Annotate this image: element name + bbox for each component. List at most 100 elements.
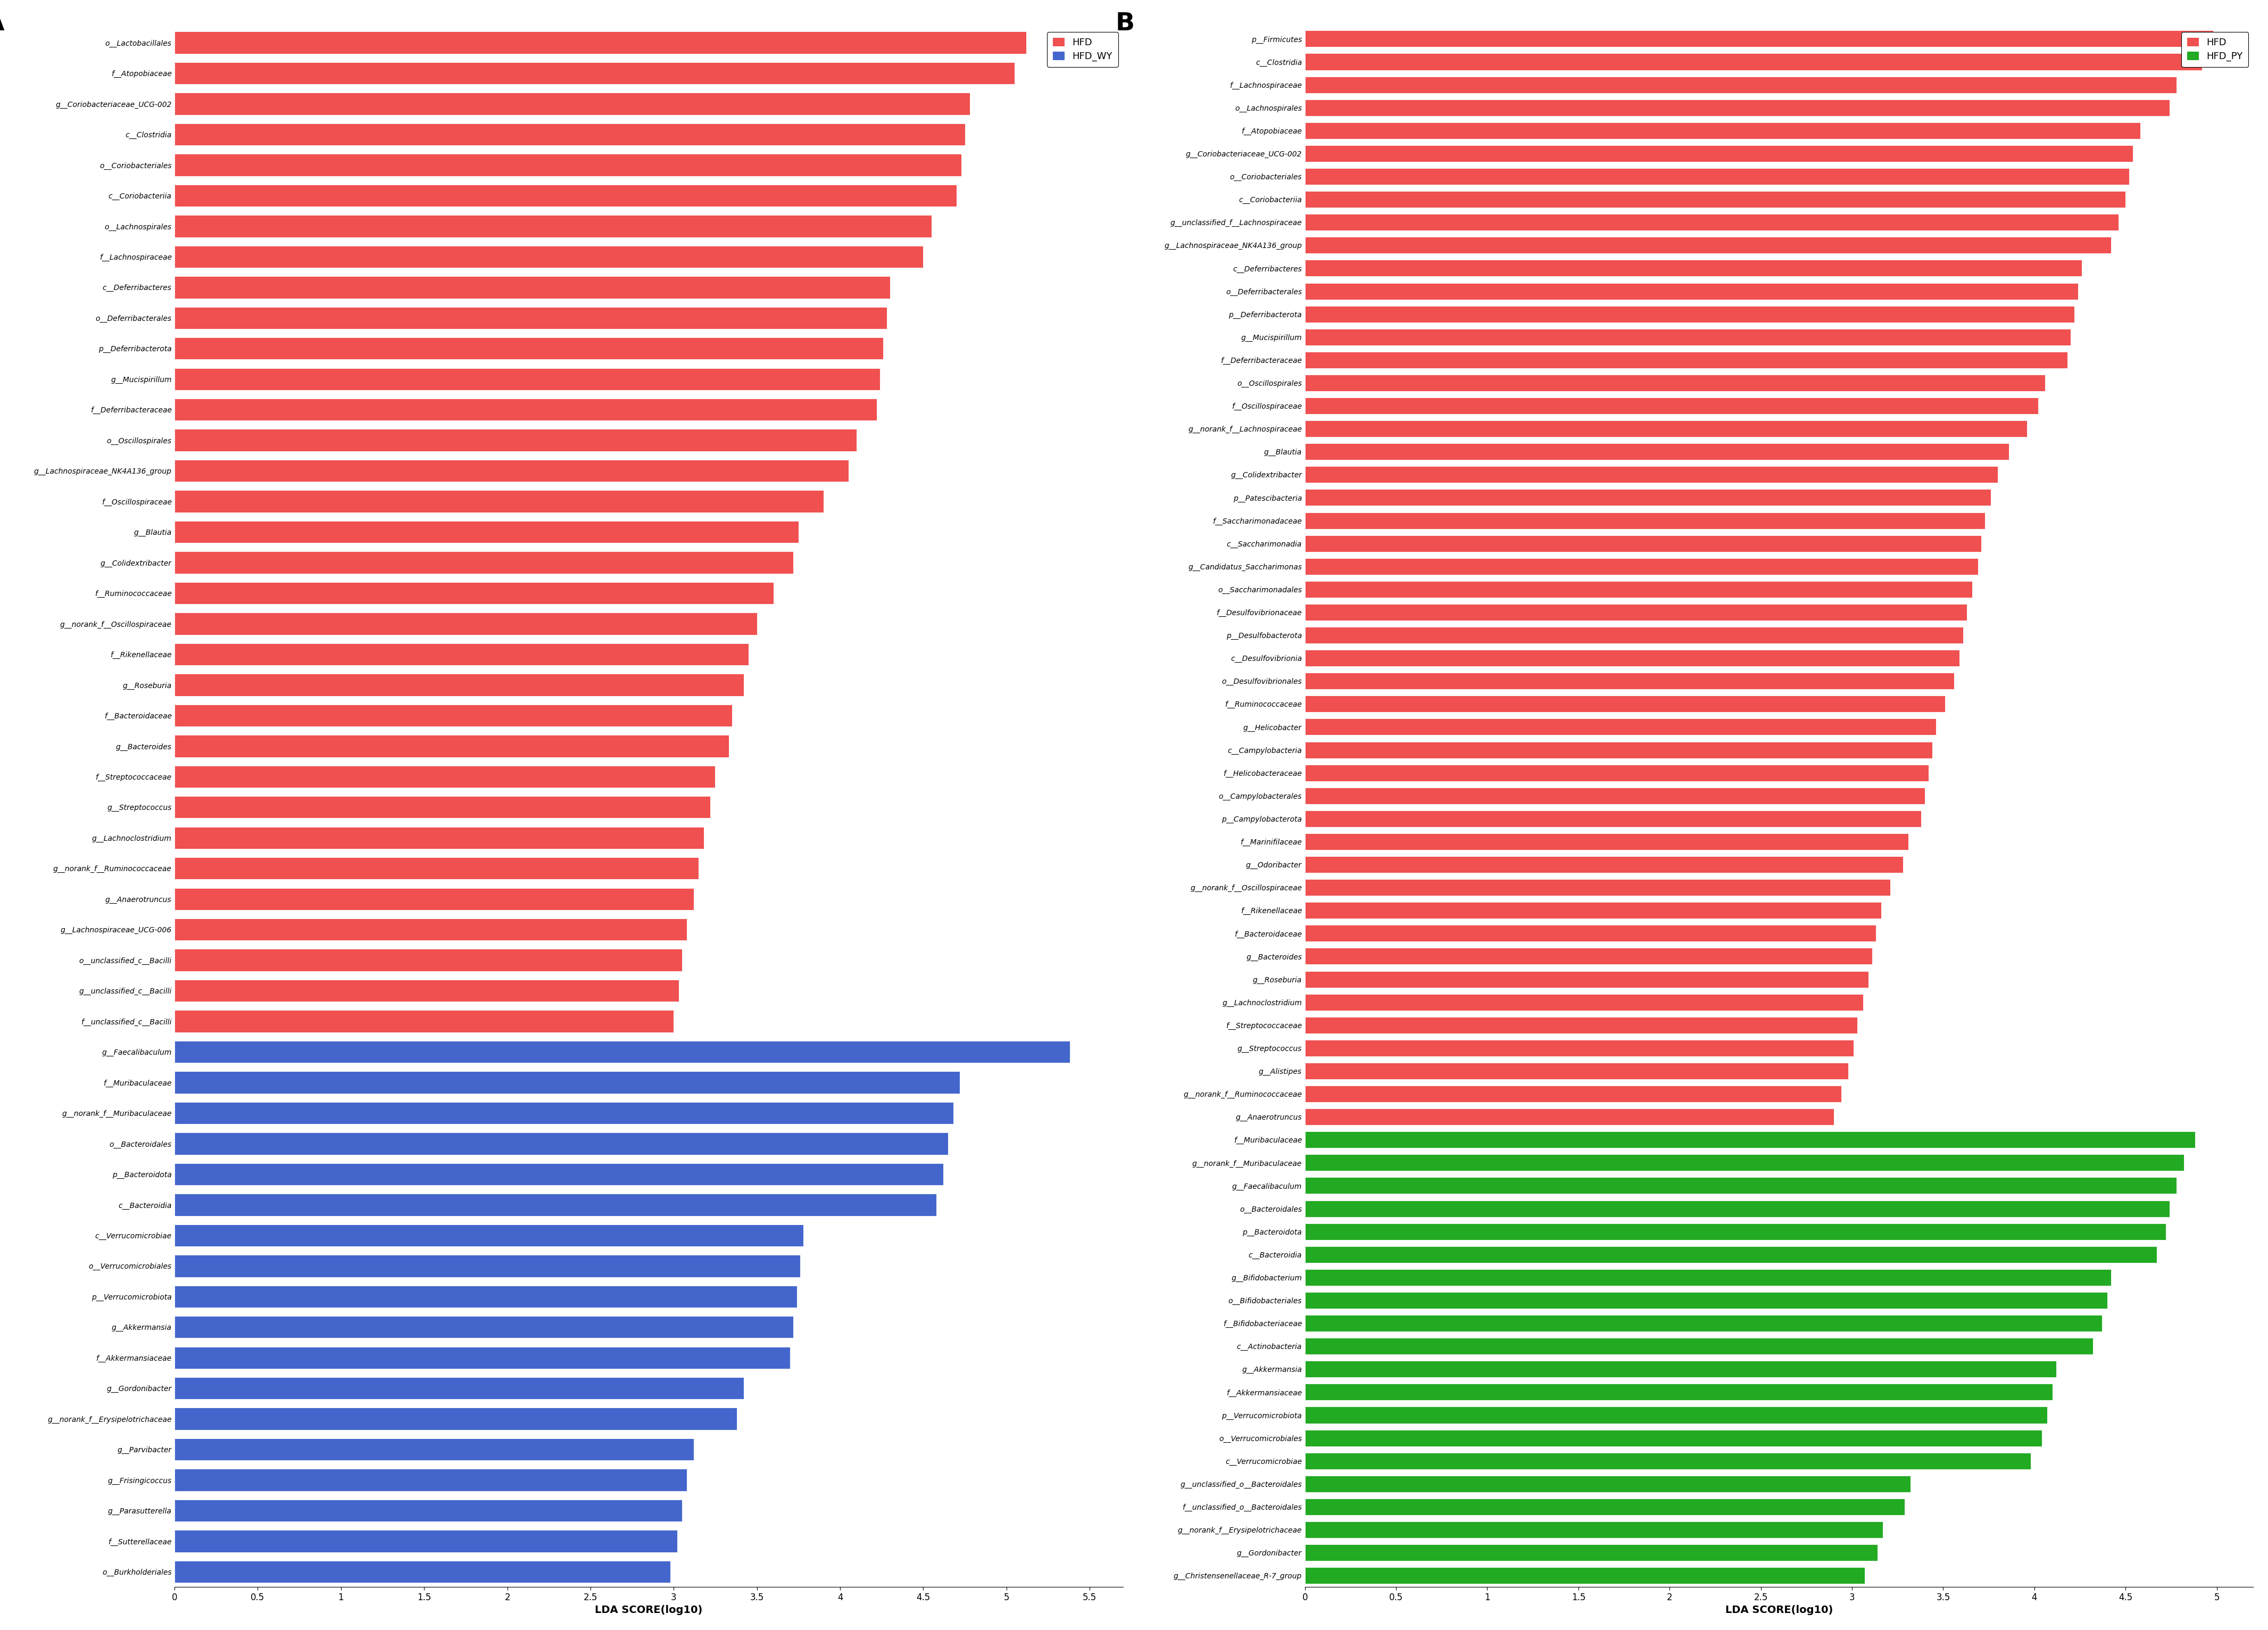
- Bar: [1304, 1222, 2166, 1240]
- Bar: [1304, 214, 2118, 230]
- Bar: [1304, 466, 1998, 482]
- Bar: [175, 1164, 943, 1185]
- Bar: [1304, 1131, 2195, 1148]
- Bar: [1304, 1568, 1864, 1584]
- Bar: [1304, 191, 2125, 207]
- Bar: [1304, 236, 2112, 254]
- Bar: [1304, 1200, 2168, 1218]
- Bar: [175, 918, 687, 941]
- Bar: [175, 31, 1027, 54]
- Bar: [1304, 1177, 2177, 1193]
- Bar: [175, 215, 932, 236]
- Bar: [175, 153, 962, 176]
- Bar: [175, 766, 714, 787]
- Bar: [1304, 949, 1871, 965]
- Bar: [1304, 329, 2071, 346]
- Bar: [1304, 168, 2130, 184]
- Bar: [1304, 557, 1978, 575]
- Bar: [1304, 994, 1862, 1011]
- Bar: [1304, 1384, 2053, 1400]
- Bar: [175, 368, 880, 390]
- Bar: [175, 673, 744, 696]
- Bar: [1304, 306, 2075, 323]
- Bar: [1304, 443, 2009, 460]
- Bar: [1304, 375, 2046, 391]
- Bar: [1304, 1498, 1905, 1514]
- Bar: [175, 1315, 794, 1338]
- Bar: [1304, 628, 1964, 644]
- Bar: [175, 1562, 671, 1583]
- Bar: [175, 124, 964, 145]
- Bar: [1304, 421, 2028, 437]
- Bar: [1304, 77, 2177, 93]
- Bar: [175, 735, 728, 756]
- Bar: [1304, 1086, 1842, 1102]
- Bar: [175, 306, 887, 329]
- Bar: [1304, 352, 2066, 368]
- Bar: [1304, 879, 1889, 896]
- Bar: [1304, 1315, 2102, 1332]
- Bar: [1304, 31, 2214, 47]
- Bar: [175, 275, 889, 298]
- Text: B: B: [1116, 11, 1134, 36]
- Bar: [175, 1071, 959, 1094]
- Bar: [175, 1133, 948, 1154]
- Bar: [175, 826, 703, 849]
- Bar: [1304, 926, 1876, 942]
- X-axis label: LDA SCORE(log10): LDA SCORE(log10): [594, 1606, 703, 1615]
- Bar: [1304, 489, 1991, 505]
- Bar: [175, 1531, 678, 1552]
- Bar: [175, 460, 848, 482]
- Bar: [1304, 1544, 1878, 1562]
- Bar: [1304, 742, 1932, 758]
- Bar: [175, 399, 878, 421]
- Bar: [1304, 856, 1903, 872]
- Bar: [175, 184, 957, 207]
- Bar: [175, 1408, 737, 1430]
- Bar: [175, 1042, 1070, 1063]
- Bar: [1304, 1407, 2048, 1423]
- Text: A: A: [0, 11, 5, 36]
- Bar: [175, 246, 923, 267]
- Bar: [175, 857, 699, 879]
- Bar: [1304, 719, 1937, 735]
- Bar: [1304, 1017, 1857, 1033]
- Bar: [175, 613, 758, 634]
- Bar: [175, 949, 683, 971]
- Bar: [1304, 971, 1869, 988]
- Bar: [175, 62, 1014, 85]
- Bar: [175, 1255, 801, 1276]
- Bar: [175, 93, 971, 114]
- Bar: [1304, 398, 2039, 414]
- Bar: [175, 704, 733, 727]
- Bar: [175, 795, 710, 818]
- Bar: [1304, 810, 1921, 826]
- Bar: [1304, 1521, 1882, 1539]
- Bar: [1304, 512, 1984, 528]
- Bar: [1304, 764, 1928, 781]
- Legend: HFD, HFD_PY: HFD, HFD_PY: [2182, 33, 2248, 67]
- Bar: [1304, 259, 2082, 277]
- Bar: [175, 582, 773, 605]
- Bar: [1304, 1475, 1910, 1491]
- Bar: [175, 522, 798, 543]
- Bar: [1304, 99, 2168, 116]
- Bar: [1304, 1361, 2057, 1377]
- Bar: [1304, 650, 1960, 667]
- Bar: [1304, 54, 2202, 70]
- Bar: [1304, 1430, 2041, 1446]
- Bar: [175, 429, 857, 452]
- Bar: [175, 1011, 674, 1032]
- Bar: [175, 1346, 789, 1369]
- Bar: [175, 1193, 937, 1216]
- Bar: [1304, 1108, 1835, 1125]
- Bar: [1304, 833, 1910, 849]
- Bar: [1304, 284, 2077, 300]
- Legend: HFD, HFD_WY: HFD, HFD_WY: [1048, 33, 1118, 67]
- Bar: [175, 1438, 694, 1460]
- Bar: [175, 1500, 683, 1521]
- Bar: [1304, 1063, 1848, 1079]
- Bar: [175, 1469, 687, 1491]
- Bar: [175, 980, 678, 1002]
- Bar: [1304, 1452, 2030, 1469]
